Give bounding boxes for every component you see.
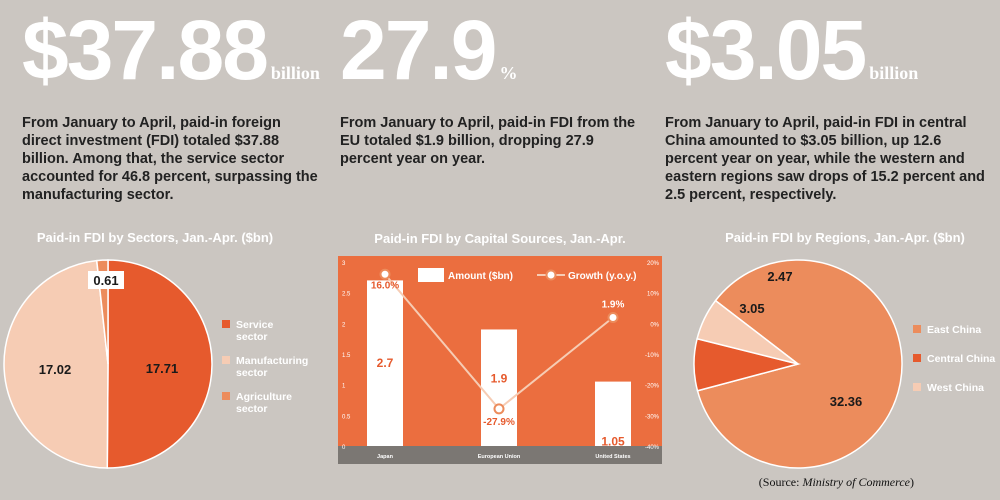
- pie0-legend-swatch-1: [222, 356, 230, 364]
- combo-xtick-1: European Union: [478, 454, 521, 460]
- source-name: Ministry of Commerce: [802, 475, 910, 489]
- combo-ytick-2: 1: [342, 384, 346, 390]
- combo-xtick-2: United States: [595, 454, 630, 460]
- combo-xtick-0: Japan: [377, 454, 394, 460]
- pie0-legend-label-0-0: Service: [236, 319, 274, 331]
- source-label: (Source:: [758, 475, 803, 489]
- combo-y2tick-4: 0%: [650, 322, 659, 328]
- combo-bar-2: [595, 381, 631, 446]
- combo-ytick-5: 2.5: [342, 292, 351, 298]
- stat-value-total: $37.88: [22, 3, 269, 97]
- pie2-legend-label-0-0: East China: [927, 324, 981, 336]
- pie0-legend-swatch-2: [222, 392, 230, 400]
- pie2-value-label-0: 32.36: [830, 394, 863, 409]
- pie2-legend-swatch-2: [913, 383, 921, 391]
- sources-chart-title: Paid-in FDI by Capital Sources, Jan.-Apr…: [374, 231, 626, 246]
- pie2-value-label-2: 2.47: [767, 269, 792, 284]
- combo-bar-label-0: 2.7: [377, 356, 394, 370]
- stat-text-total: From January to April, paid-in foreign d…: [22, 115, 318, 203]
- combo-growth-label-1: -27.9%: [483, 417, 515, 428]
- combo-axis-band: [338, 446, 662, 464]
- combo-growth-label-0: 16.0%: [371, 280, 399, 291]
- pie0-legend-swatch-0: [222, 320, 230, 328]
- source-end: ): [910, 475, 914, 489]
- pie2-legend-swatch-1: [913, 354, 921, 362]
- combo-growth-point-1: [493, 403, 505, 415]
- combo-growth-label-2: 1.9%: [602, 300, 625, 311]
- combo-growth-point-2: [607, 312, 619, 324]
- pie0-value-label-2: 0.61: [93, 273, 118, 288]
- combo-bar-1: [481, 329, 517, 446]
- pie2-value-label-1: 3.05: [739, 301, 764, 316]
- combo-y2tick-3: -10%: [645, 353, 660, 359]
- stat-unit-central: billion: [869, 63, 919, 83]
- combo-ytick-3: 1.5: [342, 353, 351, 359]
- stat-block-central: $3.05 billion: [665, 8, 918, 92]
- pie0-value-label-1: 17.02: [39, 362, 72, 377]
- combo-legend-bar-label: Amount ($bn): [448, 271, 513, 282]
- pie2-legend-label-2-0: West China: [927, 382, 984, 394]
- combo-ytick-1: 0.5: [342, 414, 351, 420]
- stat-value-central: $3.05: [665, 3, 867, 97]
- stat-value-eu: 27.9: [340, 3, 497, 97]
- pie2-legend-swatch-0: [913, 325, 921, 333]
- pie0-value-label-0: 17.71: [146, 361, 179, 376]
- combo-y2tick-2: -20%: [645, 384, 660, 390]
- combo-ytick-4: 2: [342, 322, 346, 328]
- combo-legend-bar-swatch: [418, 268, 444, 282]
- combo-y2tick-0: -40%: [645, 445, 660, 451]
- pie0-slice-1: [3, 259, 109, 469]
- combo-y2tick-6: 20%: [647, 261, 660, 267]
- pie0-legend-label-2-0: Agriculture: [236, 391, 292, 403]
- pie0-legend-label-1-0: Manufacturing: [236, 355, 308, 367]
- combo-y2tick-1: -30%: [645, 414, 660, 420]
- regions-chart-title: Paid-in FDI by Regions, Jan.-Apr. ($bn): [725, 230, 965, 245]
- pie2-slice-2: [696, 299, 799, 365]
- combo-bar-0: [367, 280, 403, 446]
- stat-text-central: From January to April, paid-in FDI in ce…: [665, 115, 985, 203]
- combo-legend-line-label: Growth (y.o.y.): [568, 271, 637, 282]
- combo-ytick-6: 3: [342, 261, 346, 267]
- pie0-legend-label-2-1: sector: [236, 403, 268, 415]
- combo-bar-label-2: 1.05: [601, 434, 625, 448]
- stat-unit-eu: %: [499, 63, 518, 83]
- combo-ytick-0: 0: [342, 445, 346, 451]
- combo-bar-label-1: 1.9: [491, 372, 508, 386]
- stat-block-total: $37.88 billion: [22, 8, 320, 92]
- source-note: (Source: Ministry of Commerce): [759, 475, 914, 490]
- stat-text-eu: From January to April, paid-in FDI from …: [340, 115, 636, 167]
- combo-legend-line-marker: [545, 269, 557, 281]
- pie0-legend-label-1-1: sector: [236, 367, 268, 379]
- stat-unit-total: billion: [270, 63, 320, 83]
- pie0-slice-0: [106, 259, 213, 469]
- pie0-label-box-2: [88, 271, 124, 289]
- combo-growth-point-0: [379, 268, 391, 280]
- pie0-legend-label-0-1: sector: [236, 331, 268, 343]
- combo-y2tick-5: 10%: [647, 292, 660, 298]
- pie2-legend-label-1-0: Central China: [927, 353, 995, 365]
- sectors-chart-title: Paid-in FDI by Sectors, Jan.-Apr. ($bn): [36, 230, 274, 245]
- stat-block-eu: 27.9%: [340, 8, 518, 92]
